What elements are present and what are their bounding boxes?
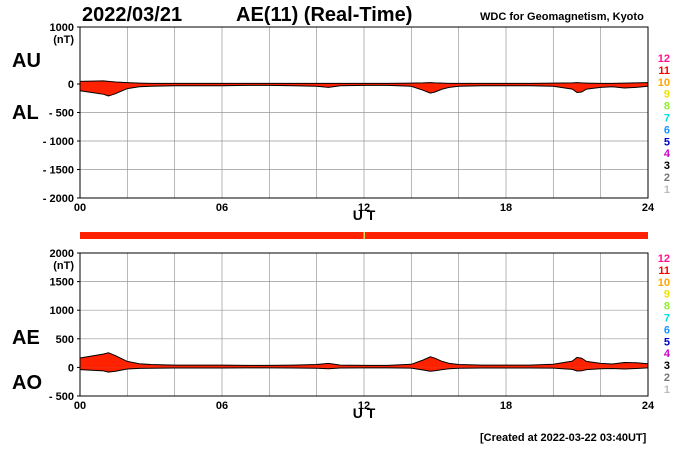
station-count-label: 12 <box>658 253 670 265</box>
station-count-label: 5 <box>664 136 670 148</box>
ae-ao-y-tick-label: 500 <box>56 334 74 346</box>
series-au-line <box>79 80 649 84</box>
series-ao-line <box>79 367 649 373</box>
station-count-label: 7 <box>664 313 670 325</box>
au-al-x-tick-label: 00 <box>74 202 86 214</box>
station-count-label: 10 <box>658 77 670 89</box>
au-al-y-tick-label: - 1000 <box>43 136 74 148</box>
ae-ao-y-tick-label: 1000 <box>50 305 74 317</box>
station-count-label: 2 <box>664 372 670 384</box>
ae-ao-frame <box>79 252 649 397</box>
coverage-mark <box>363 232 365 239</box>
station-count-label: 9 <box>664 89 670 101</box>
ae-label: AE <box>12 327 40 349</box>
ae-ao-unit-label: (nT) <box>53 260 74 272</box>
ae-ao-x-tick-label: 00 <box>74 400 86 412</box>
created-timestamp: [Created at 2022-03-22 03:40UT] <box>480 432 647 444</box>
ae-ao-panel: 2000 1500 1000 500 0 - 500 (nT) 00 06 12 18 24 U T <box>49 248 655 421</box>
station-count-label: 11 <box>658 65 670 77</box>
coverage-marks <box>363 232 365 239</box>
ae-ao-x-tick-label: 12 <box>358 400 370 412</box>
au-al-x-tick-label: 18 <box>500 202 512 214</box>
series-al-area <box>80 84 648 96</box>
ae-ao-x-tick-label: 24 <box>642 400 655 412</box>
ae-ao-y-tick-label: - 500 <box>49 391 74 403</box>
station-count-label: 3 <box>664 360 670 372</box>
series-al-line <box>79 84 649 97</box>
station-count-label: 7 <box>664 113 670 125</box>
au-al-y-tick-label: 0 <box>68 79 74 91</box>
ao-label: AO <box>12 372 42 394</box>
station-count-label: 6 <box>664 124 670 136</box>
au-al-x-tick-label: 06 <box>216 202 228 214</box>
au-al-x-axis-label: U T <box>353 207 376 223</box>
organization-label: WDC for Geomagnetism, Kyoto <box>480 11 644 23</box>
au-al-y-tick-label: 1000 <box>50 22 74 34</box>
ae-ao-y-tick-label: 0 <box>68 362 74 374</box>
station-count-label: 1 <box>664 384 670 396</box>
chart-title: AE(11) (Real-Time) <box>236 4 413 26</box>
series-ao-area <box>80 367 648 373</box>
station-count-label: 10 <box>658 277 670 289</box>
station-count-label: 5 <box>664 336 670 348</box>
au-al-unit-label: (nT) <box>53 34 74 46</box>
au-label: AU <box>12 50 41 72</box>
ae-ao-x-tick-label: 06 <box>216 400 228 412</box>
ae-ao-y-tick-label: 2000 <box>50 248 74 260</box>
station-count-label: 3 <box>664 160 670 172</box>
series-ae-area <box>80 352 648 368</box>
al-label: AL <box>12 102 39 124</box>
au-al-x-tick-label: 12 <box>358 202 370 214</box>
station-count-label: 4 <box>664 148 671 160</box>
ae-ao-x-tick-label: 18 <box>500 400 512 412</box>
station-count-label: 9 <box>664 289 670 301</box>
au-al-panel: 1000 0 - 500 - 1000 - 1500 - 2000 (nT) 00 06 12 18… <box>43 22 655 223</box>
ae-ao-y-tick-label: 1500 <box>50 277 74 289</box>
chart-date: 2022/03/21 <box>82 4 183 26</box>
station-count-label: 12 <box>658 53 670 65</box>
station-count-label: 11 <box>658 265 670 277</box>
au-al-y-tick-label: - 1500 <box>43 165 74 177</box>
au-al-x-tick-label: 24 <box>642 202 655 214</box>
station-count-label: 2 <box>664 172 670 184</box>
station-count-label: 1 <box>664 184 670 196</box>
series-ae-line <box>79 352 649 366</box>
station-count-label: 8 <box>664 301 670 313</box>
au-al-y-tick-label: - 500 <box>49 108 74 120</box>
station-count-label: 8 <box>664 101 670 113</box>
ae-ao-x-axis-label: U T <box>353 405 376 421</box>
station-count-label: 6 <box>664 324 670 336</box>
au-al-y-tick-label: - 2000 <box>43 193 74 205</box>
station-count-label: 4 <box>664 348 671 360</box>
